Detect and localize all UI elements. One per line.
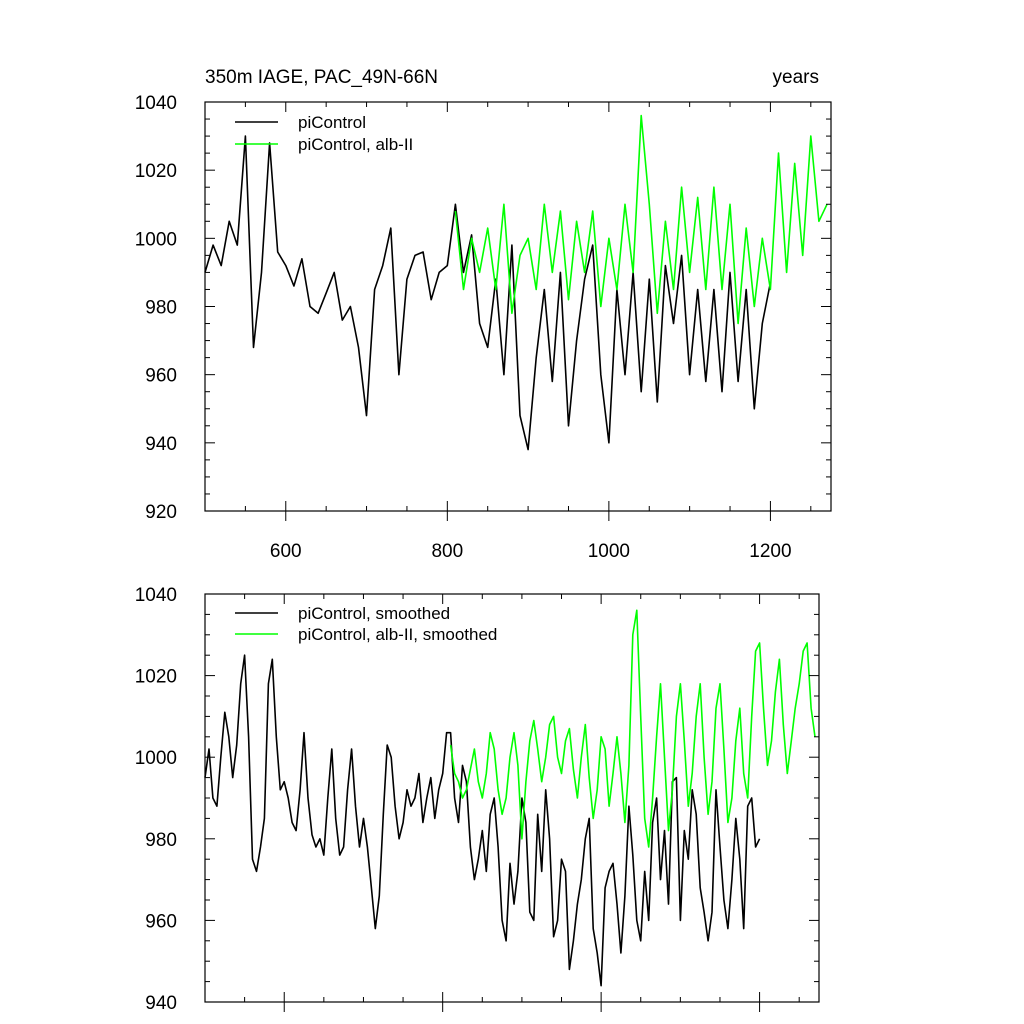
legend-label-picontrol-alb: piControl, alb-II	[298, 135, 413, 154]
bottom-series-line-0	[204, 654, 761, 987]
top-ytick-label: 1040	[135, 93, 177, 114]
bottom-chart-legend: piControl, smoothed piControl, alb-II, s…	[235, 604, 497, 644]
top-chart-panel: 350m IAGE, PAC_49N-66N years 920 940 960 98…	[135, 67, 832, 562]
top-series-line-0	[204, 135, 772, 451]
legend-label-picontrol: piControl	[298, 113, 366, 132]
bottom-ytick-label: 940	[145, 993, 177, 1014]
top-ytick-label: 1000	[135, 229, 177, 250]
top-series-line-1	[454, 114, 828, 325]
bottom-ytick-label: 960	[145, 911, 177, 932]
top-chart-legend: piControl piControl, alb-II	[235, 113, 413, 154]
top-ytick-label: 1020	[135, 161, 177, 182]
top-ytick-label: 940	[145, 434, 177, 455]
top-xtick-label: 800	[431, 541, 463, 562]
bottom-ytick-label: 1040	[135, 585, 177, 606]
bottom-ytick-label: 1020	[135, 667, 177, 688]
top-chart-series	[204, 114, 828, 451]
bottom-chart-panel: 940 960 980 1000 1020 1040 piControl, smoothe…	[135, 585, 820, 1014]
bottom-chart-frame	[204, 593, 820, 1003]
top-ytick-label: 920	[145, 502, 177, 523]
top-chart-frame	[204, 101, 832, 512]
top-ytick-label: 960	[145, 366, 177, 387]
top-chart-units: years	[773, 67, 819, 88]
top-xtick-label: 1200	[749, 541, 791, 562]
top-xtick-label: 600	[270, 541, 302, 562]
top-xtick-label: 1000	[588, 541, 630, 562]
bottom-series-line-1	[449, 609, 816, 848]
legend-label-picontrol-smoothed: piControl, smoothed	[298, 604, 450, 623]
bottom-chart-series	[204, 609, 816, 987]
legend-label-picontrol-alb-smoothed: piControl, alb-II, smoothed	[298, 625, 497, 644]
top-ytick-label: 980	[145, 298, 177, 319]
bottom-ytick-label: 980	[145, 830, 177, 851]
top-chart-title: 350m IAGE, PAC_49N-66N	[205, 67, 438, 88]
bottom-ytick-label: 1000	[135, 748, 177, 769]
top-chart-ticks: 920 940 960 980 1000 1020 1040 600 800 1000 1200	[135, 93, 831, 562]
